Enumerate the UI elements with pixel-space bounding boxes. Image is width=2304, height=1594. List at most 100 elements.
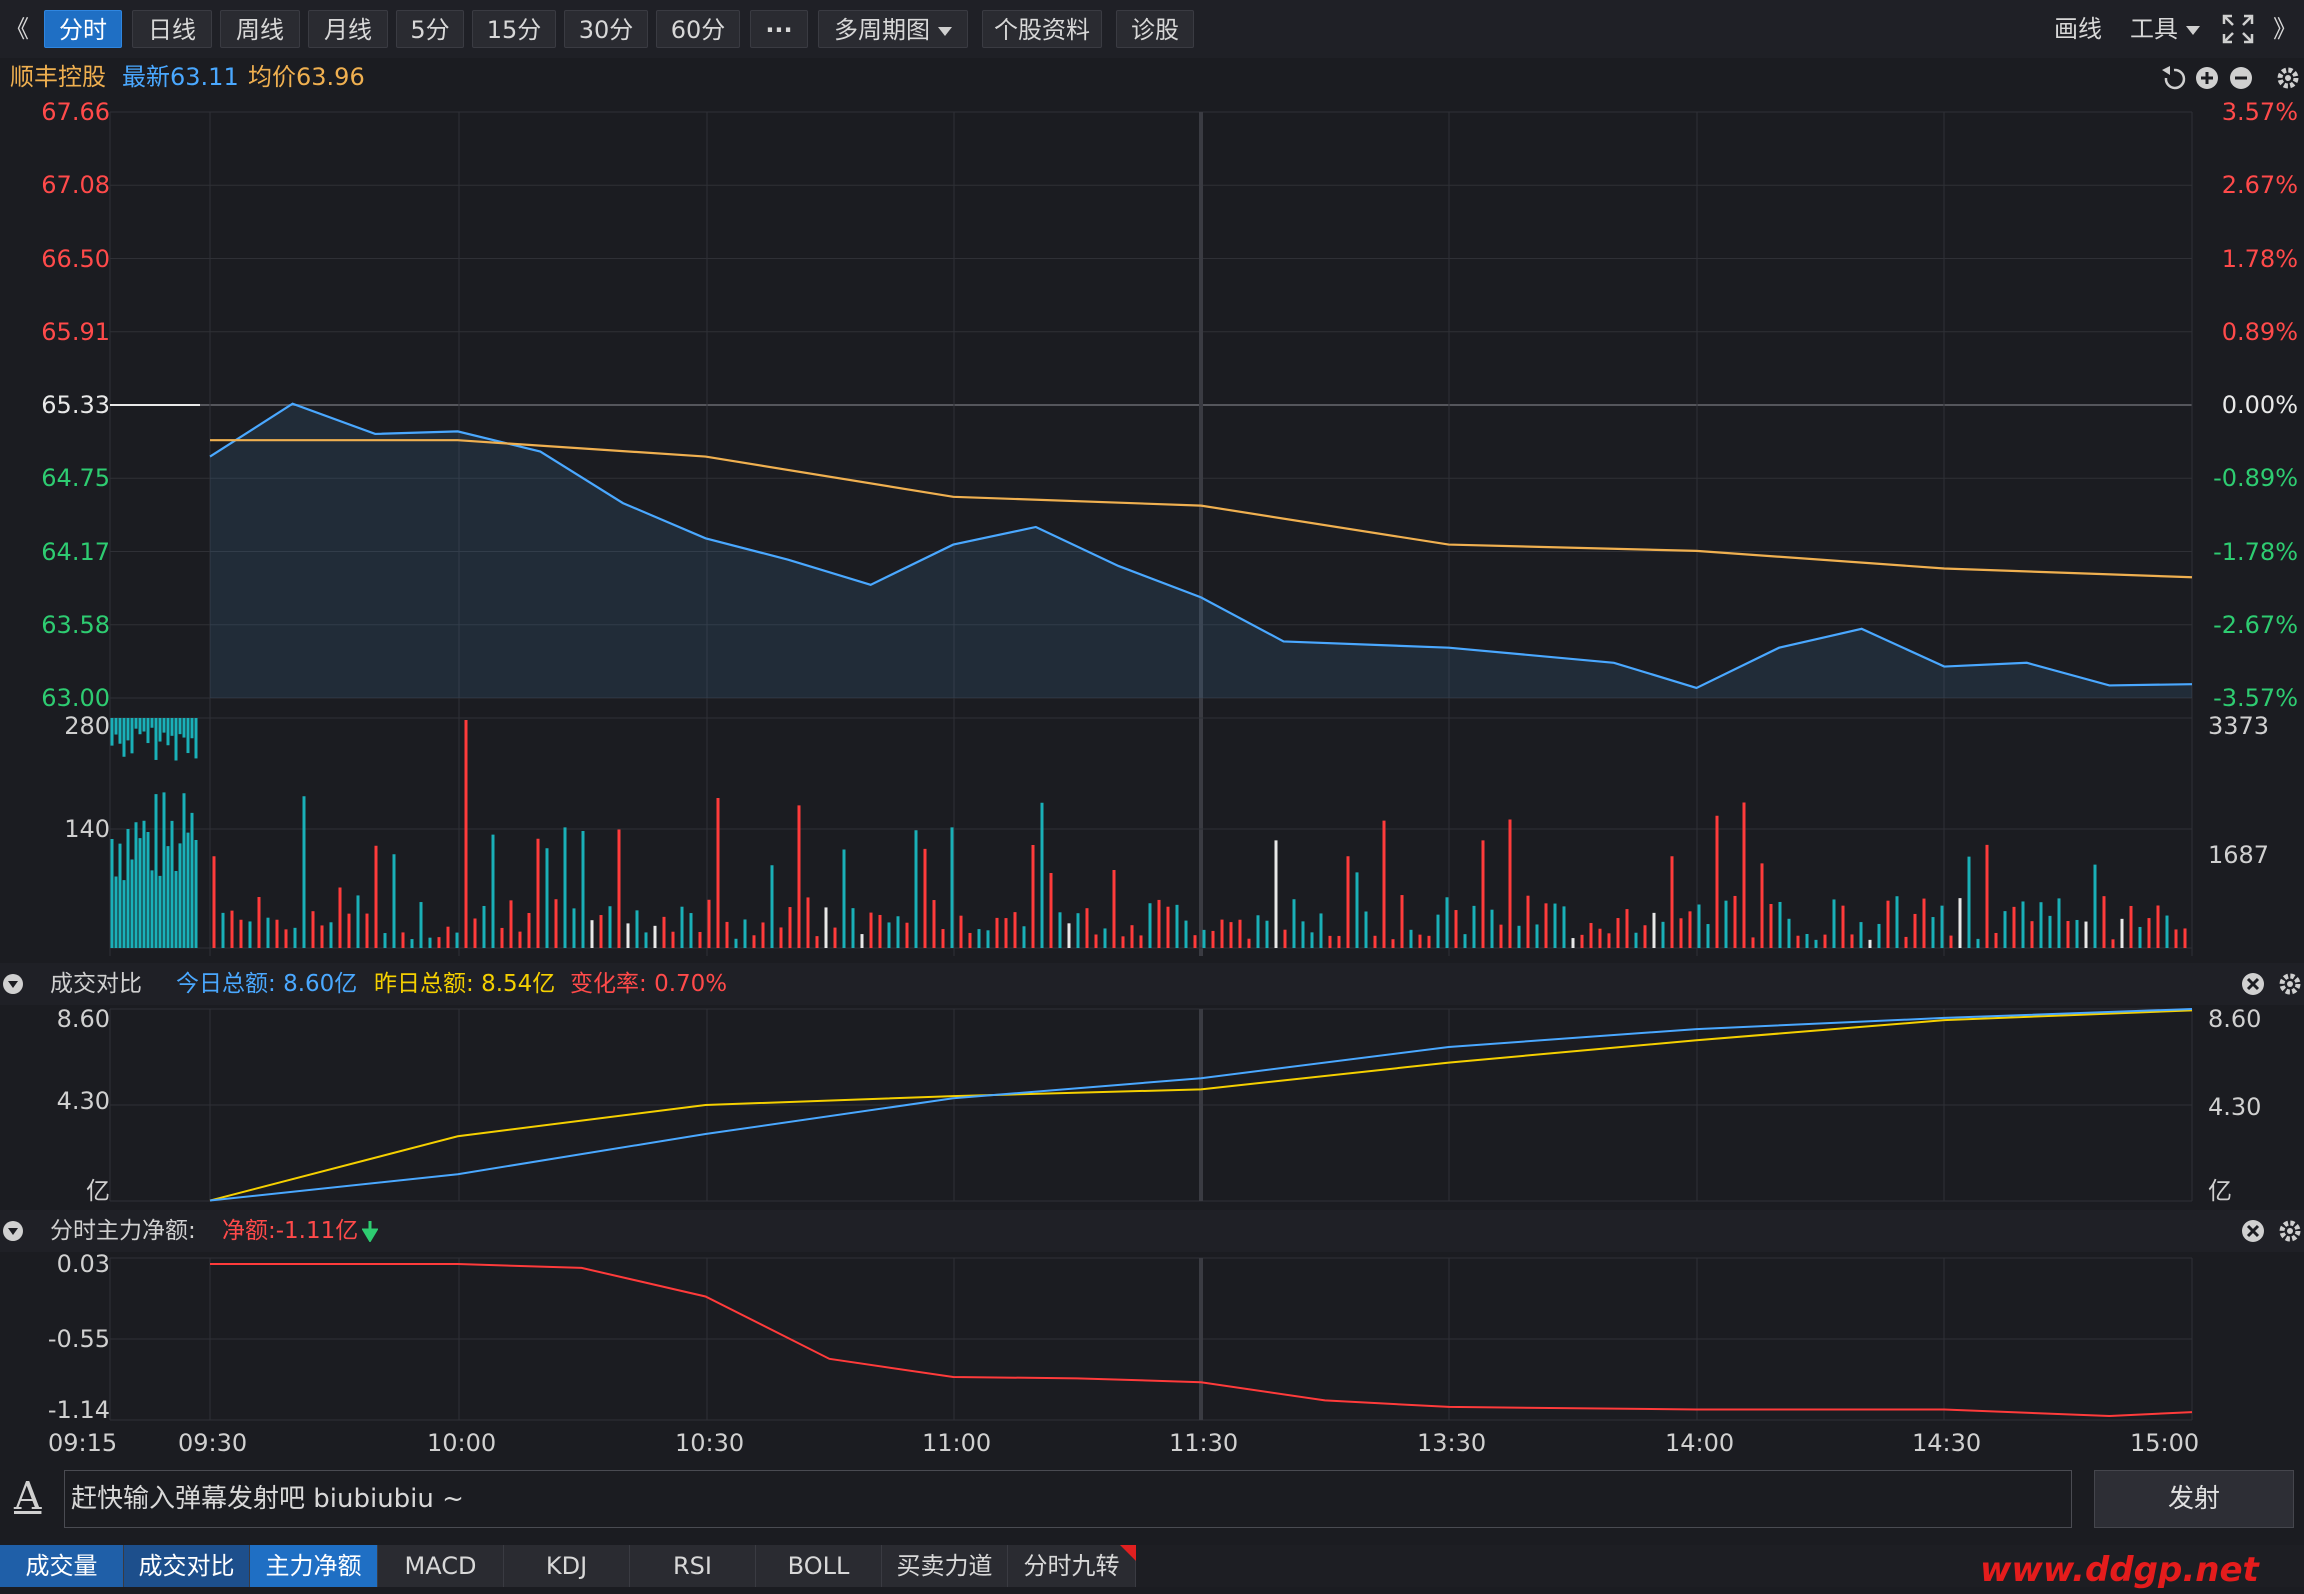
turnover-compare-header: 成交对比 今日总额: 8.60亿 昨日总额: 8.54亿 变化率: 0.70% — [0, 963, 2304, 1005]
turnover-compare-title: 成交对比 — [50, 971, 142, 997]
gear-icon[interactable] — [2279, 1220, 2301, 1242]
price-area — [210, 403, 2192, 698]
danmu-input[interactable]: 赶快输入弹幕发射吧 biubiubiu ~ — [64, 1470, 2072, 1528]
avg-price: 均价63.96 — [248, 58, 365, 96]
latest-label: 最新 — [122, 63, 170, 91]
collapse-panel-icon[interactable] — [2, 973, 24, 995]
turnover-tick-label: 4.30 — [2208, 1093, 2262, 1121]
time-tick-label: 11:30 — [1169, 1429, 1239, 1457]
main-force-tick-label: -1.14 — [47, 1396, 110, 1424]
pct-tick-label: -0.89% — [2213, 464, 2298, 493]
gear-icon[interactable] — [2277, 67, 2299, 89]
stock-name: 顺丰控股 — [10, 63, 106, 91]
new-badge-icon — [1120, 1545, 1136, 1561]
turnover-tick-label: 亿 — [86, 1177, 110, 1205]
turnover-compare-chart[interactable] — [0, 1005, 2304, 1205]
today-turnover-line — [209, 1008, 2193, 1202]
tab-turnover-compare[interactable]: 成交对比 — [124, 1545, 250, 1587]
intraday-chart[interactable] — [0, 96, 2304, 956]
avg-value: 63.96 — [296, 63, 365, 91]
arrow-down-icon — [362, 1221, 378, 1242]
price-tick-label: 65.33 — [41, 391, 110, 419]
pct-tick-label: 0.89% — [2221, 317, 2298, 346]
net-amount-line — [210, 1263, 2193, 1418]
main-force-header: 分时主力净额: 净额:-1.11亿 — [0, 1210, 2304, 1252]
price-tick-label: 66.50 — [41, 244, 110, 273]
volume-tick-label: 280 — [64, 712, 110, 740]
today-total-label: 今日总额: — [176, 971, 276, 997]
time-tick-label: 11:00 — [922, 1429, 992, 1457]
time-tick-label: 14:30 — [1912, 1429, 1982, 1457]
price-tick-label: 64.17 — [41, 537, 110, 566]
tab-kdj[interactable]: KDJ — [504, 1545, 630, 1587]
tab-stock-profile[interactable]: 个股资料 — [982, 10, 1102, 48]
tab-weekly[interactable]: 周线 — [220, 10, 300, 48]
today-total: 今日总额: 8.60亿 — [176, 963, 357, 1005]
collapse-right-button[interactable]: 》 — [2273, 15, 2297, 43]
turnover-tick-label: 8.60 — [2208, 1005, 2262, 1033]
tab-daily[interactable]: 日线 — [132, 10, 212, 48]
close-icon[interactable] — [2242, 1220, 2264, 1242]
tab-intraday[interactable]: 分时 — [44, 10, 122, 48]
today-total-value: 8.60亿 — [283, 971, 358, 997]
tab-volume[interactable]: 成交量 — [0, 1545, 124, 1587]
zoom-in-icon[interactable] — [2196, 67, 2218, 89]
watermark: www.ddgp.net — [1980, 1550, 2259, 1590]
collapse-left-button[interactable]: 《 — [5, 15, 29, 43]
time-tick-label: 09:30 — [178, 1429, 248, 1457]
quote-info-bar: 顺丰控股 最新63.11 均价63.96 — [0, 58, 2304, 96]
send-danmu-button[interactable]: 发射 — [2094, 1470, 2294, 1528]
main-force-tick-label: 0.03 — [56, 1250, 110, 1278]
tab-main-force[interactable]: 主力净额 — [250, 1545, 378, 1587]
tab-buy-sell-power[interactable]: 买卖力道 — [882, 1545, 1008, 1587]
pct-tick-label: -3.57% — [2213, 684, 2298, 712]
tools-label: 工具 — [2130, 15, 2178, 43]
turnover-tick-label: 亿 — [2208, 1177, 2232, 1205]
avg-price-line — [210, 439, 2193, 579]
tab-diagnose[interactable]: 诊股 — [1116, 10, 1194, 48]
pct-tick-label: 1.78% — [2221, 244, 2298, 273]
main-force-tick-label: -0.55 — [47, 1325, 110, 1354]
panel-controls — [2242, 973, 2301, 995]
tab-30min[interactable]: 30分 — [564, 10, 648, 48]
chevron-down-icon — [2186, 25, 2200, 35]
fullscreen-icon[interactable] — [2222, 14, 2254, 44]
change-rate: 变化率: 0.70% — [570, 963, 727, 1005]
price-tick-label: 67.66 — [41, 98, 110, 126]
time-tick-label: 14:00 — [1665, 1429, 1735, 1457]
tools-dropdown[interactable]: 工具 — [2122, 10, 2208, 48]
chevron-down-icon — [938, 26, 952, 36]
undo-icon[interactable] — [2162, 66, 2186, 90]
tab-macd[interactable]: MACD — [378, 1545, 504, 1587]
draw-line-button[interactable]: 画线 — [2054, 15, 2102, 43]
time-tick-label: 15:00 — [2130, 1429, 2200, 1457]
gear-icon[interactable] — [2279, 973, 2301, 995]
close-icon[interactable] — [2242, 973, 2264, 995]
time-tick-label: 09:15 — [48, 1429, 118, 1457]
turnover-tick-label: 4.30 — [56, 1087, 110, 1115]
avg-label: 均价 — [248, 63, 296, 91]
multi-period-dropdown[interactable]: 多周期图 — [818, 10, 968, 48]
price-tick-label: 64.75 — [41, 464, 110, 493]
pct-tick-label: -2.67% — [2213, 610, 2298, 639]
chart-controls — [2162, 66, 2299, 90]
price-tick-label: 65.91 — [41, 317, 110, 346]
pct-tick-label: 3.57% — [2221, 98, 2298, 126]
tab-60min[interactable]: 60分 — [656, 10, 740, 48]
tab-5min[interactable]: 5分 — [396, 10, 464, 48]
time-tick-label: 13:30 — [1417, 1429, 1487, 1457]
main-force-chart[interactable] — [0, 1252, 2304, 1427]
tab-monthly[interactable]: 月线 — [308, 10, 388, 48]
tab-boll[interactable]: BOLL — [756, 1545, 882, 1587]
price-tick-label: 63.00 — [41, 684, 110, 712]
font-style-icon[interactable]: A — [14, 1474, 42, 1518]
time-tick-label: 10:00 — [427, 1429, 497, 1457]
net-amount-label: 净额: — [222, 1218, 276, 1244]
tab-rsi[interactable]: RSI — [630, 1545, 756, 1587]
more-periods-button[interactable]: ··· — [750, 10, 808, 48]
collapse-panel-icon[interactable] — [2, 1220, 24, 1242]
tab-nine-turn[interactable]: 分时九转 — [1008, 1545, 1136, 1587]
price-tick-label: 63.58 — [41, 610, 110, 639]
tab-15min[interactable]: 15分 — [472, 10, 556, 48]
zoom-out-icon[interactable] — [2230, 67, 2252, 89]
